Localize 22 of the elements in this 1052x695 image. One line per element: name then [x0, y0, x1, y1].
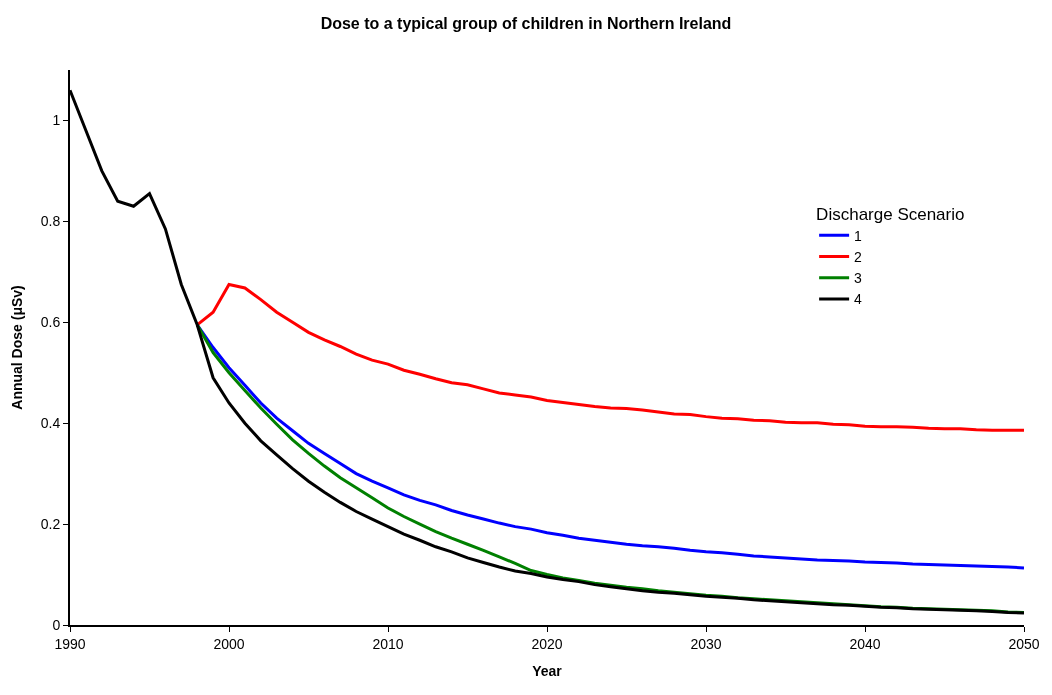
legend-label: 2 — [854, 249, 863, 266]
y-tick-label: 0.6 — [40, 314, 61, 331]
legend-label: 1 — [854, 227, 863, 244]
x-tick-label: 1990 — [54, 635, 86, 652]
line-series — [195, 282, 1024, 432]
x-tick-label: 2040 — [849, 635, 881, 652]
chart-title: Dose to a typical group of children in Northern Ireland — [320, 14, 732, 32]
legend-label: 4 — [854, 291, 863, 308]
x-tick-label: 2050 — [1008, 635, 1040, 652]
legend-label: 3 — [854, 270, 863, 287]
x-tick-label: 2020 — [531, 635, 563, 652]
y-tick-label: 0.2 — [40, 515, 61, 532]
x-tick-label: 2010 — [372, 635, 404, 652]
y-tick-label: 0 — [52, 616, 61, 633]
y-axis-title: Annual Dose (μSv) — [8, 285, 25, 410]
x-axis-title: Year — [532, 662, 563, 679]
x-tick-label: 2000 — [213, 635, 245, 652]
x-tick-label: 2030 — [690, 635, 722, 652]
y-tick-label: 0.8 — [40, 213, 61, 230]
legend-title: Discharge Scenario — [816, 204, 965, 224]
y-tick-label: 1 — [52, 112, 61, 129]
y-tick-label: 0.4 — [40, 415, 61, 432]
